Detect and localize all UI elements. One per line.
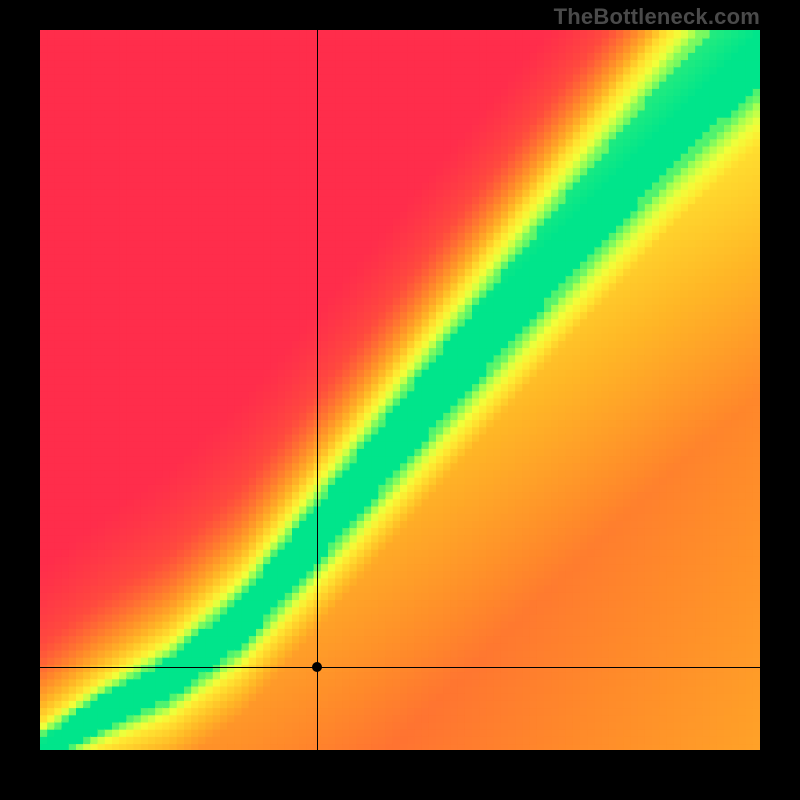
bottleneck-heatmap [40,30,760,750]
crosshair-vertical [317,30,318,750]
crosshair-horizontal [40,667,760,668]
heatmap-plot-area [40,30,760,750]
selection-marker-dot [312,662,322,672]
watermark-text: TheBottleneck.com [554,4,760,30]
